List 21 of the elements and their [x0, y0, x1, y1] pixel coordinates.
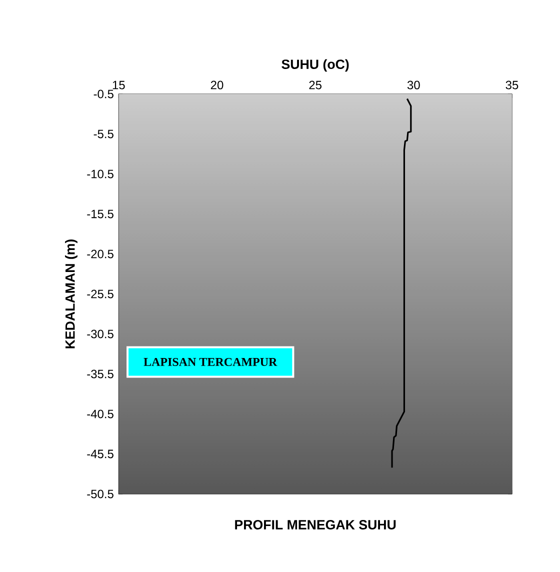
x-tick-label: 30 [407, 80, 420, 90]
y-axis-title: KEDALAMAN (m) [65, 240, 78, 348]
y-tick-label: -30.5 [87, 330, 114, 338]
y-tick-label: -5.5 [94, 130, 114, 138]
x-tick-label: 25 [309, 80, 322, 90]
line-series [391, 98, 412, 468]
y-tick-label: -45.5 [87, 450, 114, 458]
y-tick-label: -35.5 [87, 370, 114, 378]
y-tick-label: -0.5 [94, 90, 114, 98]
x-tick-label: 15 [112, 80, 125, 90]
y-tick-label: -25.5 [87, 290, 114, 298]
y-tick-label: -50.5 [87, 490, 114, 498]
text: PROFIL MENEGAK SUHU [235, 520, 396, 530]
annotation: LAPISAN TERCAMPUR [144, 358, 278, 366]
x-axis-title: SUHU (oC) [282, 59, 349, 72]
y-tick-label: -15.5 [87, 210, 114, 218]
y-tick-label: -20.5 [87, 250, 114, 258]
y-tick-label: -10.5 [87, 170, 114, 178]
x-tick-label: 20 [210, 80, 224, 90]
x-tick-label: 35 [506, 80, 518, 90]
y-tick-label: -40.5 [87, 410, 114, 418]
